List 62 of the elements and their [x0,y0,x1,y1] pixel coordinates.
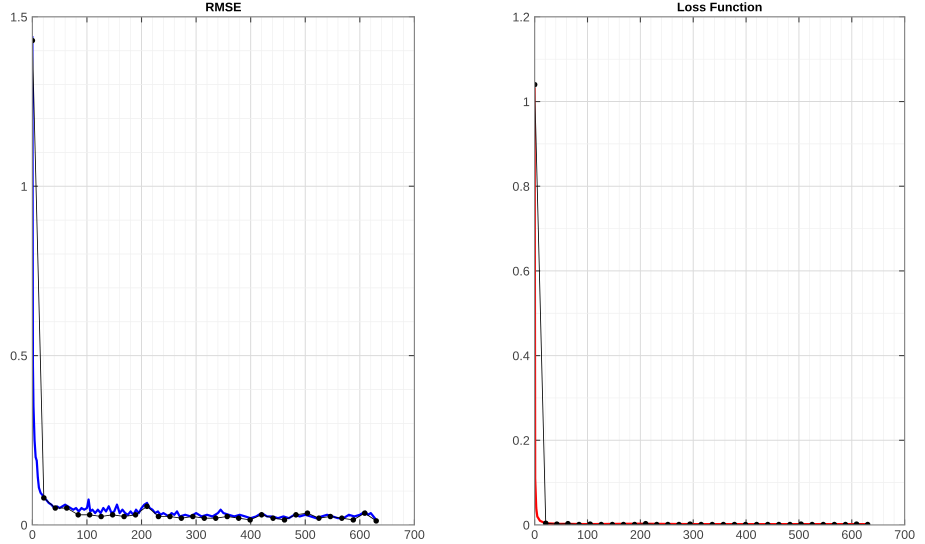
point [178,515,184,521]
point [316,515,322,521]
point [190,514,196,520]
x-tick-label: 100 [77,530,97,540]
y-tick-label: 1.2 [513,12,530,22]
point [212,515,219,521]
y-tick-label: 0 [523,520,530,530]
point [75,512,81,518]
point [52,505,58,511]
x-tick-label: 300 [683,530,704,540]
point [224,514,230,520]
point [144,504,150,510]
point [270,515,276,521]
point [642,520,648,525]
point [167,514,173,520]
x-tick-label: 700 [404,530,424,540]
y-tick-label: 0.5 [10,351,27,360]
y-tick-label: 0.4 [512,351,530,360]
point [121,514,127,520]
chart-title: RMSE [206,2,241,12]
y-tick-label: 0.6 [512,266,530,276]
x-tick-label: 200 [132,530,152,540]
x-tick-label: 500 [789,530,809,540]
x-tick-label: 400 [736,530,756,540]
point [236,515,242,521]
point [110,512,116,518]
point [156,514,162,520]
point [565,520,571,525]
point [282,517,288,523]
y-tick-label: 1 [22,182,27,191]
x-tick-label: 700 [894,530,915,540]
point [247,517,253,523]
y-tick-label: 1 [524,97,530,106]
y-tick-label: 0 [21,520,28,530]
point [64,505,70,511]
point [304,510,310,516]
x-tick-label: 0 [29,530,36,540]
x-tick-label: 600 [350,530,370,540]
point [373,518,379,524]
point [202,515,208,521]
point [293,512,299,518]
chart-title: Loss Function [678,2,762,12]
x-tick-label: 100 [578,530,598,540]
point [41,495,47,501]
y-tick-label: 0.8 [512,182,530,191]
y-tick-label: 0.2 [512,436,530,445]
point [350,517,356,523]
point [98,514,104,520]
x-tick-label: 300 [186,530,206,540]
x-tick-label: 400 [240,530,261,540]
point [258,512,264,518]
x-tick-label: 500 [295,530,316,540]
x-tick-label: 200 [630,530,650,540]
y-tick-label: 1.5 [11,12,27,22]
x-tick-label: 0 [532,530,538,540]
point [339,515,345,521]
point [542,520,549,525]
point [328,514,334,520]
point [132,512,138,518]
x-tick-label: 600 [842,530,862,540]
point [362,510,368,516]
point [86,512,92,518]
